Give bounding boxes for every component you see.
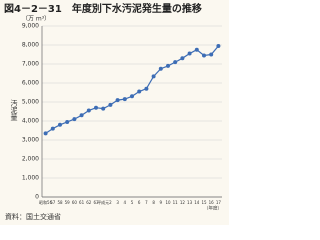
x-tick-label: 2 (109, 200, 112, 205)
point (43, 131, 48, 136)
x-tick-label: 7 (145, 200, 148, 205)
y-tick-label: 9,000 (22, 23, 39, 30)
page: 図4－2－31 年度別下水汚泥発生量の推移 （万 m³） 汚泥量 資料：国土交通… (0, 0, 229, 225)
point (86, 108, 91, 113)
x-tick-label: 59 (65, 200, 71, 205)
source: 資料：国土交通省 (5, 212, 61, 221)
y-axis-label: 汚泥量 (10, 100, 18, 121)
point (137, 89, 142, 94)
y-tick-label: 5,000 (22, 99, 39, 106)
point (72, 117, 77, 122)
point (151, 74, 156, 79)
x-tick-label: 昭和56 (39, 199, 53, 205)
x-tick-label: 11 (173, 200, 179, 205)
point (158, 66, 163, 71)
x-tick-label: 平成元 (97, 199, 109, 205)
point (58, 122, 62, 127)
x-tick-label: 16 (209, 200, 215, 205)
y-tick-label: 6,000 (22, 80, 39, 87)
point (122, 97, 127, 102)
y-tick-label: 1,000 (22, 175, 39, 182)
point (94, 105, 98, 110)
x-tick-label: 14 (194, 200, 200, 205)
x-tick-label: 60 (72, 200, 78, 205)
point (115, 98, 120, 103)
x-tick-label: 12 (180, 200, 186, 205)
chart-title: 図4－2－31 年度別下水汚泥発生量の推移 (4, 2, 202, 15)
y-tick-label: 8,000 (22, 42, 39, 49)
x-tick-label: 10 (165, 200, 171, 205)
point (209, 52, 214, 57)
point (101, 106, 106, 111)
point (130, 94, 134, 99)
point (180, 56, 185, 61)
y-tick-label: 3,000 (22, 137, 39, 144)
x-tick-label: 6 (138, 200, 141, 205)
point (50, 126, 55, 131)
chart: 図4－2－31 年度別下水汚泥発生量の推移 （万 m³） 汚泥量 資料：国土交通… (0, 0, 229, 225)
x-tick-label: 15 (201, 200, 207, 205)
point (187, 51, 192, 56)
x-unit: （年度） (204, 205, 222, 212)
x-tick-label: 61 (79, 200, 85, 205)
x-tick-label: 3 (116, 200, 119, 205)
point (166, 63, 170, 68)
x-tick-label: 5 (131, 200, 134, 205)
y-tick-label: 7,000 (22, 61, 39, 68)
x-tick-label: 4 (124, 200, 127, 205)
y-tick-label: 0 (35, 194, 39, 201)
point (79, 113, 84, 118)
point (173, 60, 178, 65)
x-tick-label: 57 (50, 200, 56, 205)
x-tick-label: 63 (93, 200, 99, 205)
x-tick-label: 62 (86, 200, 92, 205)
point (194, 47, 199, 52)
y-tick-label: 4,000 (22, 118, 39, 125)
y-unit: （万 m³） (22, 16, 50, 23)
point (108, 102, 113, 107)
x-tick-label: 58 (57, 200, 63, 205)
x-tick-label: 8 (152, 200, 155, 205)
point (202, 53, 206, 58)
point (144, 86, 149, 91)
x-tick-label: 9 (160, 200, 163, 205)
point (65, 119, 70, 124)
y-tick-label: 2,000 (22, 156, 39, 163)
x-tick-label: 17 (216, 200, 222, 205)
background (0, 0, 229, 225)
point (216, 43, 221, 48)
x-tick-label: 13 (187, 200, 193, 205)
